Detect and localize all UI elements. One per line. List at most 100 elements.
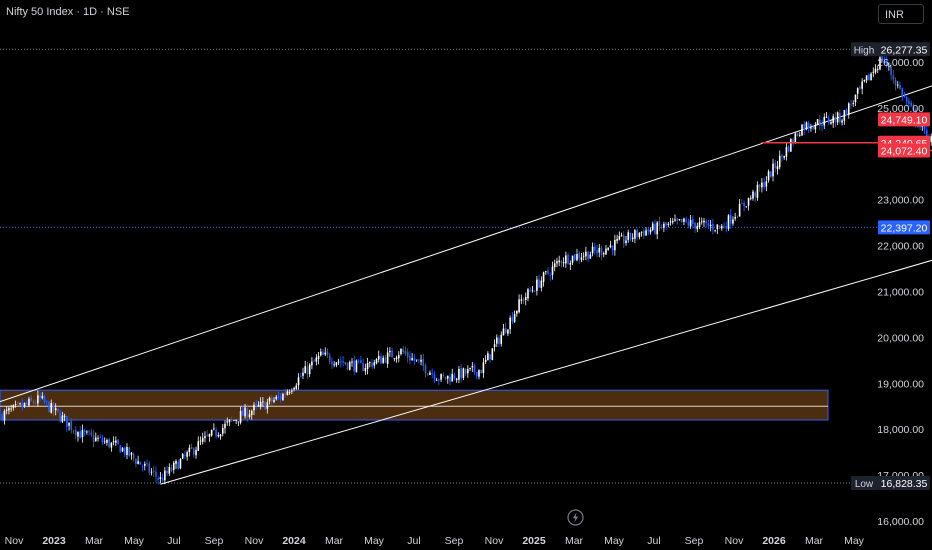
candle-body	[81, 429, 84, 438]
candle-body	[159, 477, 162, 479]
candle-body	[438, 379, 440, 381]
candle-body	[449, 376, 451, 382]
symbol-title[interactable]: Nifty 50 Index · 1D · NSE	[6, 6, 130, 18]
candle-body	[908, 100, 910, 104]
candle-body	[614, 240, 616, 251]
candle-body	[384, 357, 387, 363]
candle-body	[712, 223, 714, 230]
candle-body	[629, 232, 632, 239]
candle-body	[591, 246, 594, 254]
candle-body	[478, 370, 480, 377]
candle-body	[112, 441, 115, 443]
candle-body	[921, 126, 924, 127]
candle-body	[337, 361, 340, 363]
candle-body	[224, 423, 226, 429]
candle-body	[386, 352, 389, 364]
candle-body	[885, 61, 888, 66]
candle-body	[355, 360, 358, 373]
candle-body	[823, 117, 826, 126]
low-tag-bg	[851, 475, 878, 490]
candle-body	[611, 245, 614, 251]
candle-body	[558, 260, 560, 263]
candle-body	[903, 96, 906, 98]
candle-body	[152, 470, 155, 472]
candle-body	[119, 445, 122, 453]
x-tick-label: Mar	[325, 535, 344, 547]
candle-body	[845, 109, 848, 116]
candle-body	[340, 361, 342, 363]
candle-body	[714, 230, 716, 232]
candle-body	[654, 223, 656, 234]
candle-body	[264, 402, 266, 410]
candle-body	[424, 365, 427, 374]
candle-body	[705, 221, 708, 223]
candle-body	[364, 367, 367, 372]
candle-body	[888, 65, 890, 67]
candle-body	[57, 408, 59, 412]
candle-body	[725, 226, 728, 229]
candle-body	[204, 436, 206, 439]
candle-body	[770, 171, 772, 178]
candle-body	[718, 225, 721, 228]
candle-body	[286, 391, 289, 395]
candle-body	[901, 88, 904, 98]
lightning-icon[interactable]	[567, 509, 584, 526]
candle-body	[830, 122, 832, 124]
candle-body	[299, 376, 302, 378]
candle-body	[723, 226, 725, 228]
candle-body	[172, 462, 175, 470]
candle-body	[522, 299, 525, 302]
candle-body	[440, 374, 442, 380]
candle-body	[219, 434, 222, 437]
candle-body	[754, 192, 757, 197]
candle-body	[847, 103, 850, 115]
candle-body	[306, 366, 309, 375]
support-zone	[0, 389, 829, 421]
x-tick-label: Nov	[485, 535, 504, 547]
candle-body	[123, 447, 126, 455]
candle-body	[284, 393, 286, 395]
candle-body	[179, 459, 182, 469]
candle-body	[856, 88, 859, 94]
candle-body	[870, 73, 872, 81]
candle-body	[763, 182, 765, 188]
candle-body	[643, 230, 645, 236]
candle-body	[377, 356, 380, 360]
candle-body	[41, 396, 44, 399]
candle-body	[233, 420, 235, 421]
candle-body	[694, 222, 696, 229]
currency-button[interactable]: INR	[878, 4, 924, 24]
candle-body	[248, 414, 251, 417]
candle-body	[819, 119, 821, 126]
candle-body	[576, 254, 578, 261]
candle-body	[351, 361, 353, 363]
candle-body	[70, 421, 73, 430]
candle-body	[61, 415, 64, 422]
candle-body	[631, 237, 634, 240]
candle-body	[135, 459, 137, 464]
candle-body	[161, 477, 164, 482]
candle-body	[433, 373, 436, 380]
candle-body	[451, 374, 454, 382]
candle-body	[874, 68, 877, 73]
candle-body	[816, 119, 819, 125]
candle-body	[580, 257, 583, 260]
candle-body	[761, 182, 763, 188]
resistance-label-bg	[878, 112, 930, 127]
x-tick-label: 2024	[282, 535, 306, 547]
candle-body	[395, 357, 398, 360]
candle-body	[729, 214, 732, 224]
candle-body	[86, 431, 88, 433]
candle-body	[538, 279, 540, 288]
candle-body	[19, 403, 21, 405]
candle-body	[489, 354, 491, 360]
candle-body	[589, 254, 592, 259]
candle-body	[181, 453, 184, 459]
candle-body	[692, 218, 694, 224]
candle-body	[689, 219, 692, 227]
candle-body	[213, 428, 215, 430]
candle-body	[743, 202, 745, 207]
channel-upper-line	[0, 85, 932, 403]
candle-body	[516, 310, 518, 314]
